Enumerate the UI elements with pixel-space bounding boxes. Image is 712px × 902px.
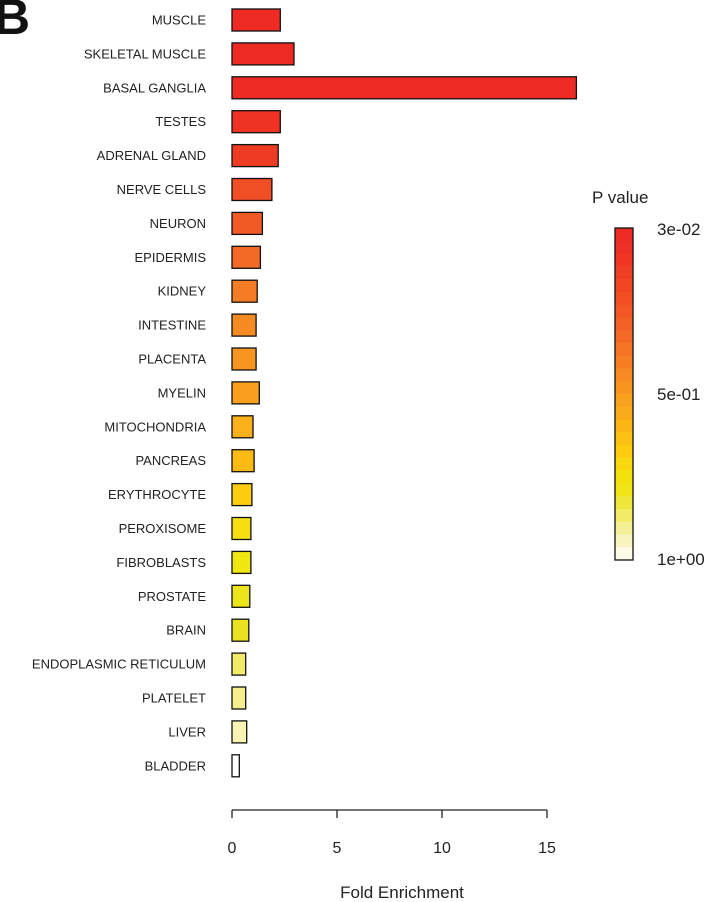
category-label: PLATELET bbox=[142, 691, 206, 706]
x-axis-title: Fold Enrichment bbox=[340, 883, 464, 902]
legend-color-step bbox=[615, 534, 633, 548]
bar bbox=[231, 279, 258, 303]
category-label: PEROXISOME bbox=[119, 521, 207, 536]
legend-color-step bbox=[615, 291, 633, 306]
legend-color-step bbox=[615, 496, 633, 510]
category-label: LIVER bbox=[168, 724, 206, 739]
bar bbox=[231, 110, 281, 134]
legend-color-step bbox=[615, 279, 633, 293]
legend-color-step bbox=[615, 508, 633, 523]
bar bbox=[231, 415, 254, 439]
bar bbox=[231, 720, 248, 744]
bar bbox=[231, 516, 252, 541]
legend-color-step bbox=[615, 547, 633, 561]
legend-color-step bbox=[615, 240, 633, 255]
legend-color-step bbox=[615, 432, 633, 446]
category-label: NEURON bbox=[150, 216, 206, 231]
panel-label: B bbox=[0, 0, 30, 45]
bars-layer: MUSCLE SKELETAL MUSCLE BASAL GANGLIA TESTES… bbox=[32, 8, 578, 778]
category-label: PROSTATE bbox=[138, 589, 206, 604]
category-label: EPIDERMIS bbox=[134, 250, 206, 265]
bar bbox=[231, 449, 255, 473]
category-label: BLADDER bbox=[145, 758, 206, 773]
category-label: TESTES bbox=[155, 114, 206, 129]
bar bbox=[231, 42, 295, 66]
category-label: PLACENTA bbox=[138, 352, 206, 367]
bar bbox=[231, 618, 250, 642]
legend-color-step bbox=[615, 521, 633, 536]
legend-color-step bbox=[615, 483, 633, 497]
category-label: MITOCHONDRIA bbox=[104, 419, 206, 434]
category-label: SKELETAL MUSCLE bbox=[84, 46, 206, 61]
category-label: ERYTHROCYTE bbox=[108, 487, 206, 502]
legend-tick-label: 3e-02 bbox=[657, 220, 700, 239]
legend-color-step bbox=[615, 406, 633, 421]
legend-color-step bbox=[615, 253, 633, 267]
legend-color-step bbox=[615, 266, 633, 280]
bar bbox=[231, 686, 247, 710]
bar bbox=[231, 313, 257, 337]
legend-color-step bbox=[615, 445, 633, 459]
legend-color-step bbox=[615, 342, 633, 357]
x-tick-label: 5 bbox=[333, 840, 342, 857]
bar bbox=[231, 482, 253, 507]
legend-color-step bbox=[615, 457, 633, 472]
legend-color-step bbox=[615, 317, 633, 331]
category-label: PANCREAS bbox=[135, 453, 206, 468]
category-label: MUSCLE bbox=[152, 13, 207, 28]
category-label: BASAL GANGLIA bbox=[103, 80, 206, 95]
bar bbox=[231, 177, 273, 202]
category-label: FIBROBLASTS bbox=[116, 555, 206, 570]
category-label: INTESTINE bbox=[138, 318, 206, 333]
bar bbox=[231, 347, 257, 371]
legend-color-step bbox=[615, 419, 633, 433]
legend-color-step bbox=[615, 355, 633, 370]
legend-title: P value bbox=[592, 188, 648, 207]
category-label: BRAIN bbox=[166, 623, 206, 638]
x-tick-label: 10 bbox=[433, 840, 451, 857]
legend-color-step bbox=[615, 368, 633, 382]
x-tick-label: 0 bbox=[228, 840, 237, 857]
bar bbox=[231, 584, 251, 608]
category-label: NERVE CELLS bbox=[117, 182, 207, 197]
bar bbox=[231, 550, 252, 575]
legend-color-step bbox=[615, 304, 633, 318]
bar bbox=[231, 8, 281, 32]
category-label: MYELIN bbox=[158, 385, 206, 400]
category-label: ADRENAL GLAND bbox=[97, 148, 206, 163]
x-tick-label: 15 bbox=[538, 840, 556, 857]
legend-colorbar-border bbox=[614, 227, 634, 561]
x-axis: 0 5 10 15 bbox=[228, 809, 556, 857]
category-label: KIDNEY bbox=[158, 284, 207, 299]
bar bbox=[231, 143, 279, 168]
bar bbox=[231, 211, 264, 236]
bar bbox=[231, 245, 262, 269]
bar bbox=[231, 76, 578, 100]
legend-tick-label: 5e-01 bbox=[657, 385, 700, 404]
bar bbox=[231, 381, 260, 405]
legend-color-step bbox=[615, 228, 633, 242]
category-label: ENDOPLASMIC RETICULUM bbox=[32, 657, 206, 672]
legend: P value 3e-02 5e-01 1e+00 bbox=[592, 188, 705, 569]
bar bbox=[231, 652, 247, 676]
legend-color-step bbox=[615, 394, 633, 408]
legend-tick-label: 1e+00 bbox=[657, 550, 705, 569]
legend-color-step bbox=[615, 330, 633, 344]
bar bbox=[231, 754, 240, 778]
legend-color-step bbox=[615, 381, 633, 395]
legend-color-step bbox=[615, 470, 633, 484]
